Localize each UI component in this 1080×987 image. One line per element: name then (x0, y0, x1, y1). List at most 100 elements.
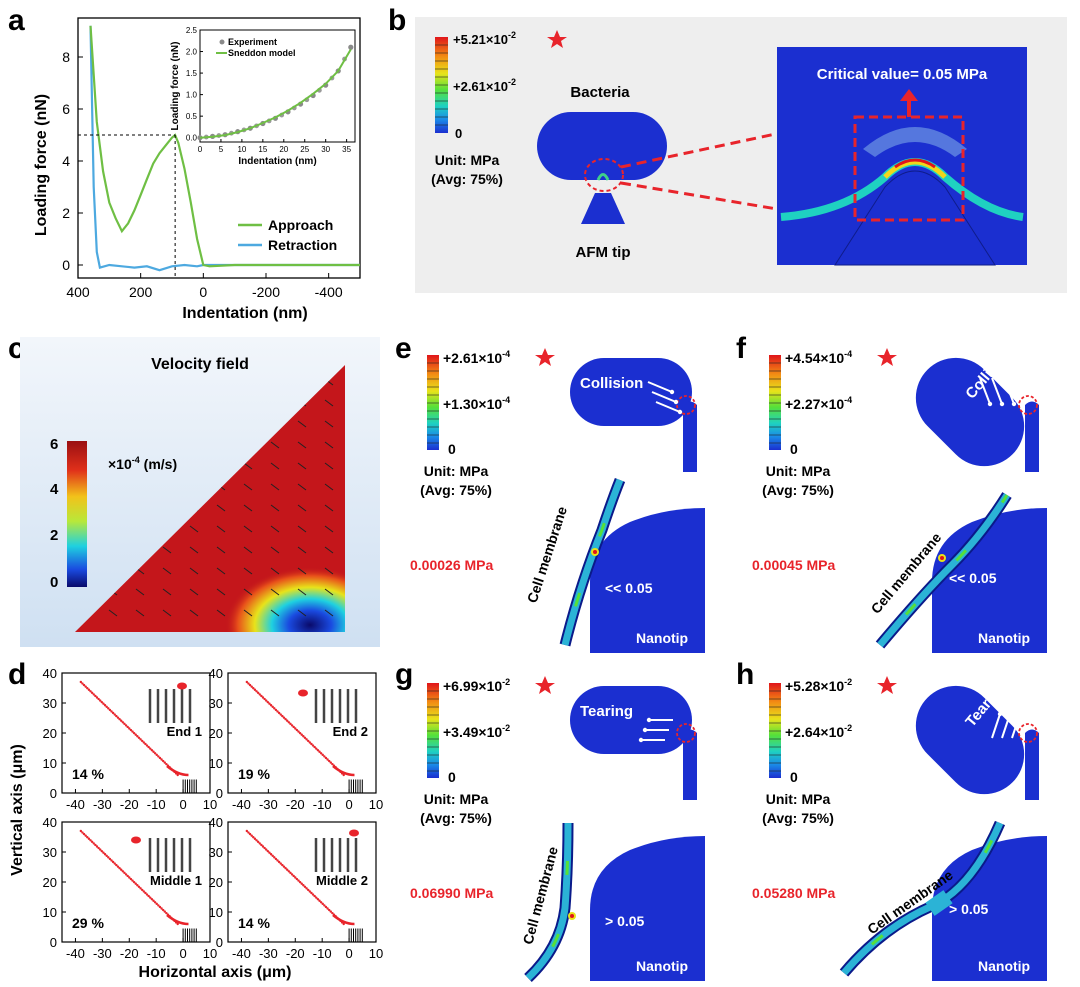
x-tick-label: -10 (147, 797, 166, 812)
velocity-arrow (189, 567, 199, 575)
trajectory-point (318, 899, 321, 902)
trajectory-point (150, 749, 154, 752)
panel-label-d: d (8, 658, 27, 691)
trajectory-point (258, 693, 261, 696)
velocity-arrow (216, 525, 226, 533)
y-tick-label: 40 (43, 815, 57, 830)
y-tick-label: 30 (43, 696, 57, 711)
trajectory-point (90, 691, 94, 695)
x-tick-label: 0 (345, 797, 352, 812)
trajectory-point (115, 863, 118, 867)
trajectory-point (82, 832, 86, 836)
y-tick-label: 2 (62, 205, 70, 221)
trajectory-point (287, 721, 291, 724)
avg-label: (Avg: 75%) (420, 482, 492, 498)
subplot-frame (227, 821, 377, 943)
trajectory-point (126, 725, 129, 729)
trajectory-point (261, 845, 265, 848)
inset-y-tick-label: 0.5 (186, 112, 198, 121)
trajectory-point (100, 700, 104, 704)
velocity-arrow (297, 567, 307, 575)
trajectory-point (290, 724, 294, 727)
trajectory-point (292, 874, 295, 878)
trajectory-point (255, 839, 258, 842)
trajectory-point (163, 761, 166, 764)
force-arrow (991, 713, 1001, 739)
trajectory-point (87, 688, 91, 691)
contact-circle (676, 723, 696, 743)
trajectory-point (298, 731, 302, 735)
velocity-arrow (270, 462, 280, 470)
trajectory-point (273, 856, 276, 859)
star-icon (877, 676, 897, 694)
trajectory-point (147, 745, 150, 749)
arrow-head (1011, 401, 1017, 407)
trajectory-point (248, 832, 252, 836)
trajectory-point (86, 836, 89, 839)
percentage-label: 29 % (72, 915, 104, 931)
y-tick-label: 20 (209, 726, 223, 741)
trajectory-point (142, 890, 146, 893)
trajectory-point (108, 857, 112, 861)
trajectory-point (308, 890, 312, 893)
percentage-label: 14 % (72, 766, 104, 782)
trajectory-point (79, 829, 83, 833)
trajectory-point (252, 687, 255, 690)
legend-label: Approach (268, 217, 333, 233)
trajectory-point (108, 708, 112, 712)
trajectory-point (153, 752, 157, 755)
panel-label-g: g (395, 658, 414, 691)
trajectory-point (92, 842, 95, 845)
velocity-arrow (243, 567, 253, 575)
trajectory-point (129, 728, 133, 732)
position-label: End 2 (333, 724, 368, 739)
force-arrow (655, 401, 681, 413)
trajectory-point (265, 848, 268, 851)
trajectory-point (263, 697, 266, 701)
trajectory-point (115, 714, 118, 718)
velocity-field-figure: Velocity field 6 4 2 0 ×10-4 (m/s) (20, 337, 380, 647)
velocity-arrow (189, 525, 199, 533)
trajectory-point (300, 733, 303, 736)
y-tick-label: 4 (62, 153, 70, 169)
trajectory-point (321, 902, 324, 906)
velocity-arrow (189, 609, 199, 617)
nanotip-shape (590, 508, 705, 653)
scale-max-label: +6.99×10-2 (443, 677, 510, 694)
position-label: Middle 1 (150, 873, 202, 888)
trajectory-point (103, 704, 107, 707)
trajectory-point (297, 730, 300, 733)
membrane-zoom (839, 820, 1047, 981)
trajectory-point (286, 719, 289, 722)
trajectory-point (113, 713, 116, 716)
trajectory-point (111, 860, 115, 864)
trajectory-point (102, 702, 105, 705)
bacterium-shape (915, 685, 1025, 795)
velocity-arrow (135, 609, 145, 617)
avg-label: (Avg: 75%) (762, 810, 834, 826)
x-tick-label: 10 (203, 797, 217, 812)
comparison-label: > 0.05 (605, 913, 645, 929)
trajectory-point (294, 876, 297, 879)
inset-legend-sneddon: Sneddon model (228, 48, 296, 58)
y-tick-label: 0 (216, 935, 223, 950)
trajectory-point (324, 905, 328, 909)
trajectory-point (273, 707, 276, 710)
inset-experiment-point (348, 44, 354, 50)
inset-y-tick-label: 2.5 (186, 26, 198, 35)
zoom-circle (584, 158, 624, 192)
velocity-color-scale (67, 441, 87, 587)
trajectory-point (139, 738, 142, 741)
inset-y-tick-label: 2.0 (186, 48, 198, 57)
trajectory-point (268, 702, 271, 705)
scale-zero-label: 0 (448, 769, 456, 785)
trajectory-point (87, 837, 91, 840)
trajectory-point (294, 727, 297, 730)
inset-x-tick-label: 10 (237, 145, 246, 154)
velocity-arrow (216, 546, 226, 554)
velocity-arrow (270, 441, 280, 449)
star-icon (877, 348, 897, 366)
arrow-head (997, 711, 1003, 717)
velocity-arrow (324, 504, 334, 512)
trajectory-point (326, 907, 329, 910)
